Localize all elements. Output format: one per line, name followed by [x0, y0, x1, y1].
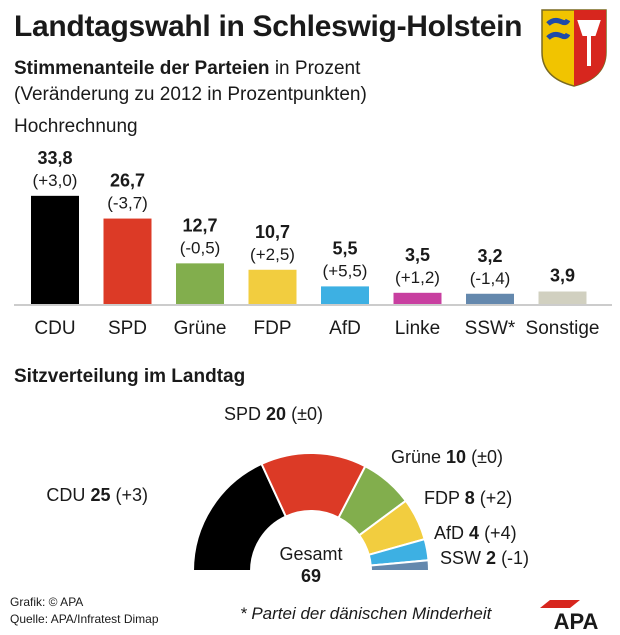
- category-label-4: AfD: [329, 318, 361, 339]
- seat-change-2: (±0): [471, 447, 503, 467]
- category-label-2: Grüne: [174, 318, 227, 339]
- value-label-6: 3,2: [477, 246, 502, 266]
- coat-of-arms-icon: [541, 9, 607, 87]
- seat-party-2: Grüne: [391, 447, 441, 467]
- value-label-2: 12,7: [182, 215, 217, 235]
- seat-change-4: (+4): [484, 523, 517, 543]
- seat-count-5: 2: [486, 548, 496, 568]
- seat-chart-title: Sitzverteilung im Landtag: [14, 366, 246, 387]
- seat-change-3: (+2): [480, 488, 513, 508]
- category-label-5: Linke: [395, 318, 440, 339]
- change-label-2: (-0,5): [180, 238, 221, 257]
- value-label-7: 3,9: [550, 266, 575, 286]
- seat-slice-5: [369, 559, 431, 572]
- value-label-3: 10,7: [255, 222, 290, 242]
- seat-label-1: SPD 20 (±0): [224, 404, 323, 424]
- seat-party-3: FDP: [424, 488, 460, 508]
- total-value: 69: [301, 566, 321, 586]
- seat-change-1: (±0): [291, 404, 323, 424]
- seat-count-2: 10: [446, 447, 466, 467]
- seat-slice-0: [191, 462, 288, 572]
- bar-5: [393, 292, 442, 304]
- bar-7: [538, 291, 587, 304]
- seat-party-4: AfD: [434, 523, 464, 543]
- bar-1: [103, 218, 152, 304]
- bar-0: [31, 195, 79, 304]
- change-label-1: (-3,7): [107, 194, 148, 213]
- value-label-5: 3,5: [405, 245, 430, 265]
- chart-subtitle-change: (Veränderung zu 2012 in Prozentpunkten): [14, 84, 367, 105]
- bar-2: [176, 263, 224, 304]
- change-label-0: (+3,0): [33, 171, 78, 190]
- seat-label-0: CDU 25 (+3): [46, 485, 148, 505]
- value-label-1: 26,7: [110, 171, 145, 191]
- seat-label-5: SSW 2 (-1): [440, 548, 529, 568]
- category-label-0: CDU: [34, 318, 75, 339]
- value-label-0: 33,8: [37, 148, 72, 168]
- change-label-5: (+1,2): [395, 268, 440, 287]
- seat-change-0: (+3): [115, 485, 148, 505]
- seat-change-5: (-1): [501, 548, 529, 568]
- category-label-1: SPD: [108, 318, 147, 339]
- seat-label-3: FDP 8 (+2): [424, 488, 512, 508]
- subtitle-rest: in Prozent: [269, 58, 361, 79]
- seat-count-0: 25: [90, 485, 110, 505]
- value-label-4: 5,5: [332, 238, 357, 258]
- seat-count-1: 20: [266, 404, 286, 424]
- chart-subtitle: Stimmenanteile der Parteien in Prozent: [14, 58, 360, 80]
- category-label-3: FDP: [254, 318, 292, 339]
- bar-4: [321, 286, 369, 304]
- seat-label-4: AfD 4 (+4): [434, 523, 517, 543]
- source-data: Quelle: APA/Infratest Dimap: [10, 612, 159, 626]
- category-label-6: SSW*: [465, 318, 516, 339]
- seat-count-3: 8: [465, 488, 475, 508]
- apa-logo-text: APA: [554, 609, 599, 632]
- seat-slice-2: [337, 464, 408, 537]
- seat-label-2: Grüne 10 (±0): [391, 447, 503, 467]
- vote-share-bar-chart: 33,8 (+3,0) CDU 26,7 (-3,7) SPD 12,7 (-0,5) Grün…: [14, 148, 612, 339]
- bar-6: [466, 293, 514, 304]
- projection-label: Hochrechnung: [14, 116, 138, 137]
- change-label-3: (+2,5): [250, 245, 295, 264]
- page-title: Landtagswahl in Schleswig-Holstein: [14, 10, 523, 43]
- total-label: Gesamt: [279, 544, 342, 564]
- seat-party-1: SPD: [224, 404, 261, 424]
- footnote: * Partei der dänischen Minderheit: [240, 604, 492, 623]
- subtitle-bold: Stimmenanteile der Parteien: [14, 58, 270, 79]
- seat-slice-3: [357, 499, 426, 557]
- category-label-7: Sonstige: [526, 318, 600, 339]
- seat-slice-1: [260, 452, 367, 520]
- seat-slice-4: [367, 537, 430, 567]
- seat-party-5: SSW: [440, 548, 481, 568]
- seat-party-0: CDU: [46, 485, 85, 505]
- change-label-4: (+5,5): [323, 261, 368, 280]
- bar-3: [248, 269, 297, 304]
- seat-count-4: 4: [469, 523, 479, 543]
- apa-logo: APA: [540, 600, 599, 632]
- apa-logo-mark: [540, 600, 580, 608]
- change-label-6: (-1,4): [470, 269, 511, 288]
- source-graphic: Grafik: © APA: [10, 595, 84, 609]
